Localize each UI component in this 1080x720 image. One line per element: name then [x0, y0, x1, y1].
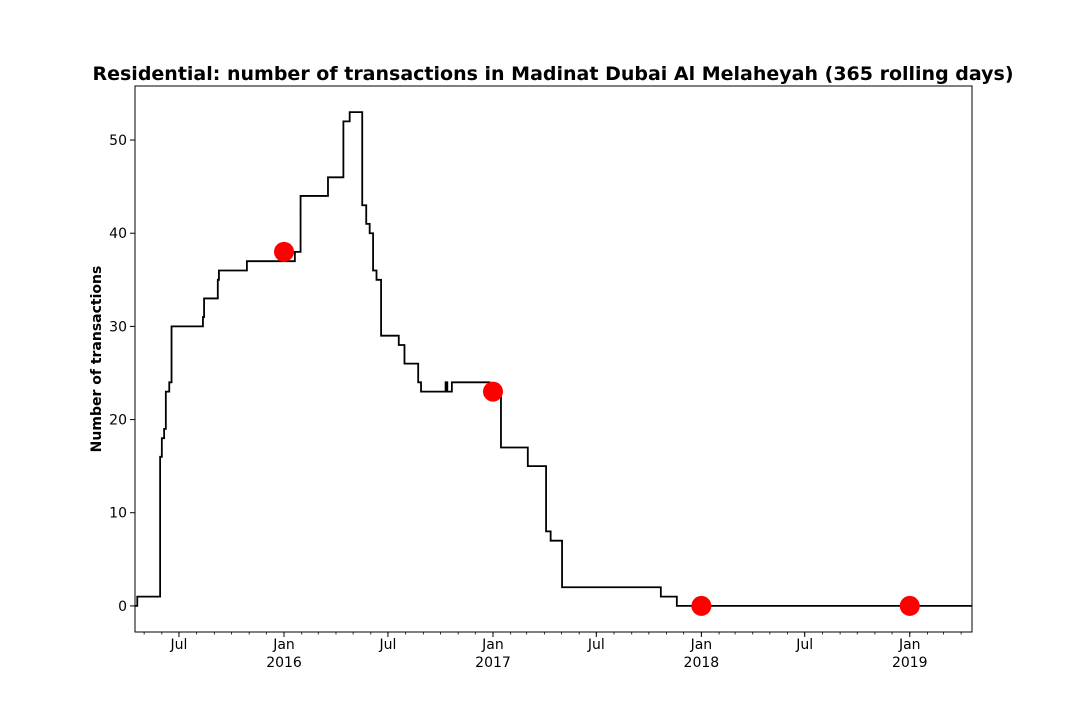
highlight-point: [899, 595, 920, 616]
x-tick-year-label: 2017: [475, 655, 511, 671]
y-tick-label: 30: [109, 319, 127, 335]
x-tick-label: Jan: [272, 637, 295, 653]
x-tick-label: Jul: [795, 637, 813, 653]
highlight-point: [274, 241, 295, 262]
data-marks: [274, 241, 920, 616]
y-tick-label: 40: [109, 226, 127, 242]
plot-frame: [134, 85, 973, 633]
x-tick-label: Jul: [170, 637, 188, 653]
chart-title: Residential: number of transactions in M…: [92, 63, 1013, 85]
highlight-point: [482, 381, 503, 402]
x-tick-label: Jul: [587, 637, 605, 653]
y-tick-label: 20: [109, 413, 127, 429]
plot-area: [135, 111, 972, 607]
axes: 0 10 20 30 40 50 Jul Jan 2016 Jul Jan 2017 Jul Jan 201…: [109, 133, 962, 671]
y-tick-label: 50: [109, 133, 127, 149]
x-tick-label: Jan: [690, 637, 713, 653]
x-tick-year-label: 2016: [266, 655, 302, 671]
x-tick-label: Jan: [481, 637, 504, 653]
y-tick-label: 0: [118, 599, 127, 615]
y-tick-label: 10: [109, 506, 127, 522]
x-tick-label: Jul: [378, 637, 396, 653]
y-axis-label: Number of transactions: [89, 266, 105, 453]
series-line: [135, 111, 972, 607]
x-tick-year-label: 2018: [684, 655, 720, 671]
x-tick-year-label: 2019: [892, 655, 928, 671]
highlight-point: [691, 595, 712, 616]
x-tick-label: Jan: [898, 637, 921, 653]
